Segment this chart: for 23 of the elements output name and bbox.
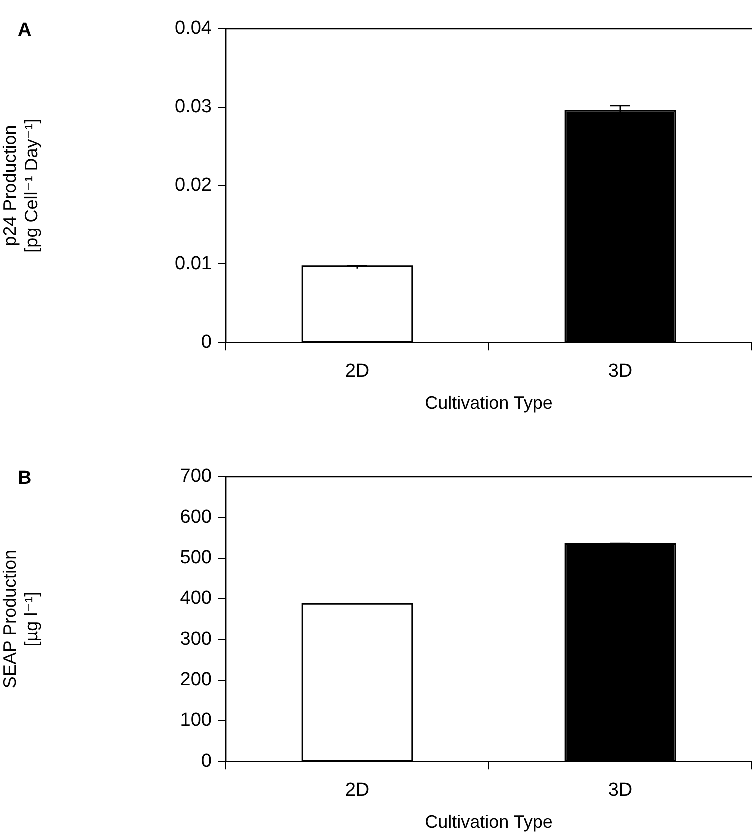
x-tick-label: 2D (345, 780, 370, 802)
y-tick-label: 0 (201, 332, 212, 353)
y-tick-label: 100 (180, 710, 212, 732)
y-tick-label: 0.03 (175, 96, 212, 118)
y-axis-title: p24 Production [pg Cell⁻¹ Day⁻¹] (0, 118, 42, 253)
y-tick-label: 0.01 (175, 253, 212, 274)
y-tick-label: 0.02 (175, 175, 212, 196)
x-tick-label: 3D (608, 361, 633, 382)
x-tick-label: 2D (345, 361, 370, 382)
text: A (18, 20, 32, 42)
y-tick-label: 600 (180, 506, 212, 528)
x-axis-title: Cultivation Type (425, 393, 553, 414)
y-tick-label: 200 (180, 670, 212, 691)
y-axis-title: SEAP Production [µg l⁻¹] (0, 550, 42, 689)
text: B (18, 468, 32, 490)
x-axis-title: Cultivation Type (425, 812, 553, 832)
y-tick-label: 400 (180, 588, 212, 610)
x-tick-label: 3D (608, 780, 633, 802)
y-tick-label: 300 (180, 628, 212, 650)
y-tick-label: 700 (180, 466, 212, 488)
y-tick-label: 0.04 (175, 18, 212, 40)
y-tick-label: 500 (180, 548, 212, 569)
y-tick-label: 0 (201, 750, 212, 772)
